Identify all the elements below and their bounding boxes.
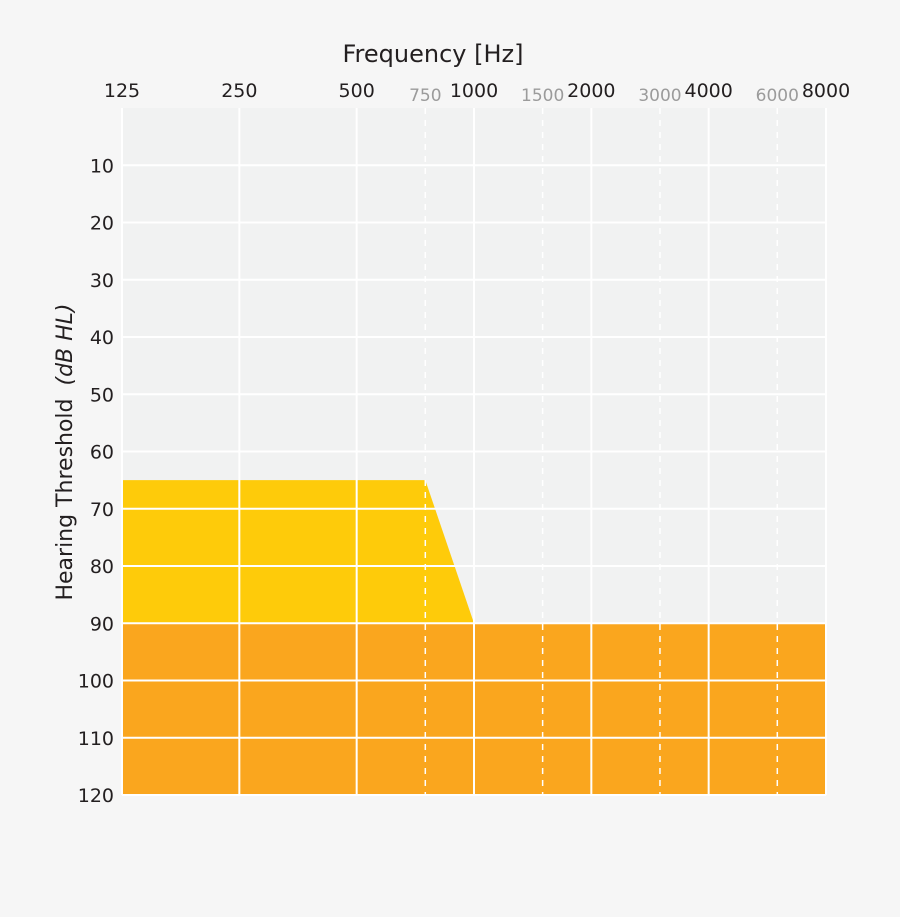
y-axis-label: Hearing Threshold (dB HL) [53,303,78,600]
x-tick-label-750: 750 [409,86,441,106]
y-tick-label-110: 110 [78,728,114,750]
region-0 [122,480,474,624]
y-tick-labels: 10 20 30 40 50 60 70 80 90 100 110 120 [78,155,114,807]
x-tick-label-250: 250 [221,80,257,102]
x-tick-label-125: 125 [104,80,140,102]
x-tick-label-6000: 6000 [756,86,799,106]
x-tick-label-1500: 1500 [521,86,564,106]
y-tick-label-40: 40 [90,327,114,349]
x-tick-label-8000: 8000 [802,80,850,102]
y-axis-label-main: Hearing Threshold [53,398,78,600]
x-tick-labels: 125 250 500 1000 2000 4000 8000 750 1500 3000 6000 [104,80,850,106]
y-axis-label-unit: (dB HL) [53,303,78,385]
y-tick-label-20: 20 [90,213,114,235]
y-tick-label-100: 100 [78,671,114,693]
x-tick-label-3000: 3000 [638,86,681,106]
y-tick-label-80: 80 [90,556,114,578]
y-tick-label-120: 120 [78,785,114,807]
grid-layer [121,108,827,796]
x-axis-label: Frequency [Hz] [343,40,524,68]
x-tick-label-1000: 1000 [450,80,498,102]
x-tick-label-4000: 4000 [684,80,732,102]
y-tick-label-10: 10 [90,155,114,177]
y-tick-label-60: 60 [90,442,114,464]
y-tick-label-90: 90 [90,613,114,635]
y-tick-label-70: 70 [90,499,114,521]
y-tick-label-30: 30 [90,270,114,292]
y-tick-label-50: 50 [90,384,114,406]
x-tick-label-500: 500 [339,80,375,102]
x-tick-label-2000: 2000 [567,80,615,102]
